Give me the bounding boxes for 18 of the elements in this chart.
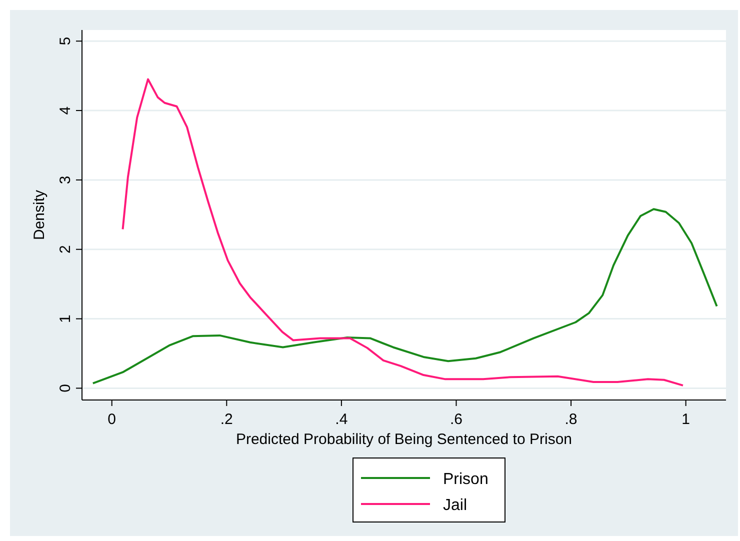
x-tick-label: 0 <box>108 411 116 428</box>
y-tick-label: 1 <box>57 314 74 323</box>
legend-label: Jail <box>443 497 468 514</box>
y-tick-label: 2 <box>57 245 74 254</box>
y-tick-label: 5 <box>57 36 74 46</box>
legend-label: Prison <box>443 471 488 488</box>
x-tick-label: .6 <box>450 411 462 428</box>
x-tick-label: .4 <box>335 411 348 428</box>
y-tick-label: 3 <box>57 176 74 184</box>
x-axis-title: Predicted Probability of Being Sentenced to Prison <box>236 431 572 448</box>
x-tick-label: 1 <box>682 411 690 428</box>
x-tick-label: .8 <box>564 411 578 428</box>
y-tick-label: 0 <box>57 384 74 392</box>
line-series <box>92 208 718 384</box>
y-tick-label: 4 <box>57 106 74 115</box>
y-axis-title: Density <box>31 190 48 240</box>
x-tick-label: .2 <box>220 411 233 428</box>
line-series <box>122 78 684 386</box>
